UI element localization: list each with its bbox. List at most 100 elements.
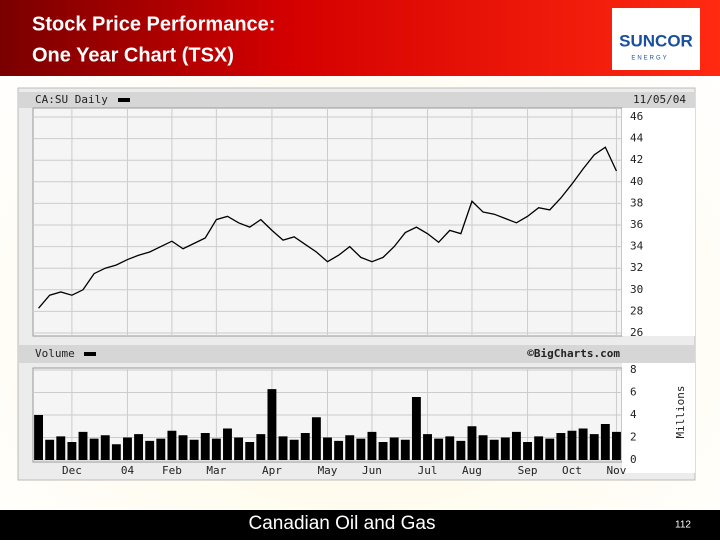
- y-tick-label: 26: [630, 326, 643, 339]
- logo-name: SUNCOR: [619, 31, 693, 50]
- volume-bar: [511, 431, 521, 460]
- volume-bar: [111, 444, 121, 460]
- volume-bar: [100, 435, 110, 460]
- y-tick-label: 8: [630, 363, 637, 376]
- volume-bar: [556, 433, 566, 460]
- volume-bar: [334, 440, 344, 460]
- title: One Year Chart (TSX): [32, 44, 234, 66]
- x-tick-label: Sep: [518, 464, 538, 477]
- volume-bar: [434, 438, 444, 460]
- volume-bar: [178, 435, 188, 460]
- x-tick-label: Mar: [206, 464, 226, 477]
- volume-bar: [189, 439, 199, 460]
- price-header: [18, 92, 695, 108]
- header-band: [0, 0, 720, 76]
- volume-bar: [467, 426, 477, 460]
- y-tick-label: 6: [630, 386, 637, 399]
- volume-bar: [45, 439, 55, 460]
- footer-band: [0, 510, 720, 540]
- volume-bar: [578, 428, 588, 460]
- volume-bar: [489, 439, 499, 460]
- volume-bar: [589, 434, 599, 460]
- volume-bar: [67, 442, 77, 460]
- volume-bar: [123, 437, 132, 460]
- volume-bar: [278, 436, 288, 460]
- volume-bar: [289, 439, 299, 460]
- volume-bar: [445, 436, 455, 460]
- chart-title: CA:SU Daily: [35, 93, 108, 106]
- y-tick-label: 2: [630, 431, 637, 444]
- x-tick-label: Dec: [62, 464, 82, 477]
- price-axis-strip: [622, 108, 695, 336]
- volume-bar: [611, 431, 621, 460]
- volume-bar: [311, 417, 321, 460]
- source: ©BigCharts.com: [527, 347, 620, 360]
- volume-bar: [423, 434, 432, 460]
- volume-bar: [367, 431, 377, 460]
- y-tick-label: 0: [630, 453, 637, 466]
- volume-bar: [78, 431, 88, 460]
- x-tick-label: Oct: [562, 464, 582, 477]
- volume-bar: [34, 415, 44, 460]
- volume-bar: [211, 438, 221, 460]
- volume-bar: [256, 434, 266, 460]
- volume-bar: [56, 436, 66, 460]
- y-tick-label: 44: [630, 132, 644, 145]
- x-tick-label: 04: [121, 464, 135, 477]
- volume-bar: [378, 442, 388, 460]
- footer-text: Canadian Oil and Gas: [249, 513, 436, 534]
- volume-bar: [156, 438, 166, 460]
- volume-bar: [89, 438, 99, 460]
- x-tick-label: Jun: [362, 464, 382, 477]
- x-tick-label: Apr: [262, 464, 282, 477]
- volume-bar: [478, 435, 488, 460]
- x-tick-label: Feb: [162, 464, 182, 477]
- volume-bar: [600, 424, 610, 460]
- volume-bar: [534, 436, 544, 460]
- legend-swatch: [118, 98, 130, 102]
- volume-bar: [167, 430, 177, 460]
- legend-swatch: [84, 352, 96, 356]
- y-tick-label: 42: [630, 153, 643, 166]
- y-tick-label: 46: [630, 110, 643, 123]
- volume-bar: [456, 440, 466, 460]
- volume-bar: [245, 442, 255, 460]
- page-number: 112: [675, 520, 691, 531]
- volume-header: [18, 345, 695, 363]
- volume-bar: [134, 434, 144, 460]
- y-tick-label: 28: [630, 304, 643, 317]
- title: Stock Price Performance:: [32, 13, 275, 35]
- y-tick-label: 34: [630, 240, 644, 253]
- x-tick-label: Aug: [462, 464, 482, 477]
- volume-bar: [267, 389, 277, 460]
- volume-bar: [500, 437, 510, 460]
- volume-bar: [356, 438, 366, 460]
- volume-bar: [545, 438, 555, 460]
- logo-box: [612, 8, 700, 70]
- volume-bar: [400, 439, 410, 460]
- volume-axis-strip: [622, 363, 695, 473]
- y-tick-label: 36: [630, 218, 643, 231]
- volume-bar: [567, 430, 577, 460]
- x-tick-label: Jul: [418, 464, 438, 477]
- y-tick-label: 40: [630, 175, 643, 188]
- y-tick-label: 32: [630, 261, 643, 274]
- volume-bar: [234, 437, 244, 460]
- volume-bar: [389, 437, 399, 460]
- volume-bar: [145, 440, 155, 460]
- volume-bar: [523, 442, 532, 460]
- y-axis-label: Millions: [674, 386, 687, 439]
- logo-tagline: ENERGY: [631, 56, 668, 62]
- volume-bar: [411, 397, 421, 460]
- y-tick-label: 38: [630, 196, 643, 209]
- x-tick-label: May: [318, 464, 338, 477]
- volume-bar: [223, 428, 232, 460]
- y-tick-label: 30: [630, 283, 643, 296]
- volume-bar: [200, 433, 210, 460]
- x-tick-label: Nov: [607, 464, 627, 477]
- volume-bar: [300, 433, 310, 460]
- y-tick-label: 4: [630, 408, 637, 421]
- chart-title: Volume: [35, 347, 75, 360]
